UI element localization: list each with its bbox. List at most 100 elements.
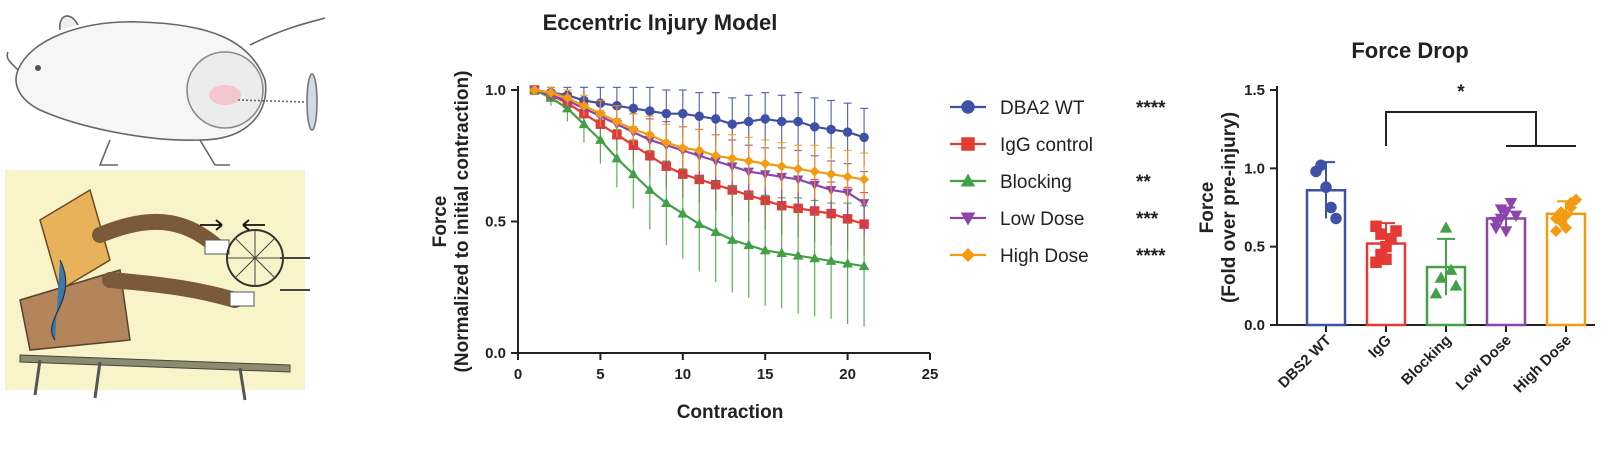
bar-chart-panel: Force Drop Force (Fold over pre-injury) 0… — [1185, 0, 1616, 450]
individual-point — [1390, 225, 1402, 237]
bar-chart: Force Drop Force (Fold over pre-injury) 0… — [1197, 38, 1595, 396]
bar-chart-marks — [1305, 159, 1587, 327]
data-point — [529, 84, 540, 96]
individual-point — [1509, 210, 1523, 222]
data-point — [826, 169, 837, 180]
data-point — [776, 247, 787, 258]
data-point — [677, 142, 688, 153]
legend-label: Low Dose — [1000, 209, 1085, 230]
bar-chart-category-label: IgG — [1365, 332, 1395, 362]
data-point — [842, 127, 853, 137]
data-point — [793, 116, 803, 127]
data-point — [628, 124, 639, 135]
data-point — [776, 116, 787, 127]
individual-point — [1449, 279, 1463, 291]
data-point — [792, 250, 804, 260]
line-chart-title: Eccentric Injury Model — [543, 10, 778, 35]
data-point — [809, 252, 820, 263]
line-chart-x-tick-label: 5 — [596, 366, 604, 383]
bar-group — [1305, 159, 1347, 327]
individual-point — [1559, 221, 1573, 234]
data-point — [859, 174, 870, 185]
bar-chart-y-tick-label: 0.5 — [1244, 239, 1265, 256]
data-point — [826, 124, 836, 135]
data-point — [825, 255, 837, 265]
data-point — [727, 119, 737, 129]
legend-label: Blocking — [1000, 172, 1072, 193]
individual-point — [1499, 226, 1513, 238]
individual-point — [1444, 263, 1458, 275]
bar-chart-title: Force Drop — [1351, 38, 1468, 63]
individual-point — [1504, 198, 1518, 210]
data-point — [743, 116, 754, 127]
bar-group — [1425, 221, 1467, 327]
legend-swatch-marker — [960, 173, 976, 187]
individual-point — [1489, 216, 1503, 229]
line-chart-axes: 0 5 10 15 20 25 0.0 0.5 1.0 — [485, 82, 938, 383]
data-point — [842, 258, 853, 268]
individual-point — [1315, 159, 1327, 171]
bar-chart-ylabel: Force (Fold over pre-injury) — [1197, 112, 1240, 303]
data-point — [545, 87, 557, 98]
legend-item: Blocking ** — [950, 172, 1151, 193]
line-series — [529, 84, 870, 327]
bar-chart-category-label: DBS2 WT — [1275, 332, 1335, 392]
bar-chart-ylabel-line: Force — [1197, 182, 1218, 234]
data-point — [710, 226, 722, 236]
bar-chart-y-tick-label: 0.0 — [1244, 317, 1265, 334]
data-point — [842, 171, 853, 182]
data-point — [694, 218, 705, 229]
individual-point — [1434, 271, 1448, 283]
line-chart-x-tick-label: 0 — [514, 366, 522, 383]
data-point — [661, 108, 672, 119]
line-chart: Eccentric Injury Model Force (Normalized … — [430, 10, 1166, 423]
data-point — [661, 197, 672, 208]
legend-label: High Dose — [1000, 246, 1089, 267]
line-chart-x-tick-label: 20 — [839, 366, 856, 383]
legend-significance: ** — [1136, 172, 1151, 193]
illustration-panel — [0, 0, 330, 450]
bar-chart-category-label: High Dose — [1510, 332, 1574, 396]
line-chart-x-tick-label: 15 — [757, 366, 774, 383]
data-point — [793, 163, 804, 174]
legend-label: IgG control — [1000, 135, 1093, 156]
line-series — [529, 84, 870, 206]
data-point — [760, 114, 770, 124]
data-point — [760, 158, 771, 169]
exercise-illustration — [5, 170, 310, 401]
mouse-drawing — [6, 15, 326, 166]
bar-group — [1545, 193, 1587, 327]
data-point — [678, 108, 688, 119]
data-point — [711, 114, 721, 124]
individual-point — [1375, 228, 1387, 240]
legend-significance: *** — [1136, 209, 1159, 230]
data-point — [710, 150, 721, 161]
legend-significance: **** — [1136, 98, 1166, 119]
line-chart-marks — [529, 84, 870, 327]
data-point — [726, 234, 738, 244]
line-chart-y-tick-label: 1.0 — [485, 82, 506, 99]
data-point — [644, 184, 656, 194]
data-point — [859, 132, 869, 143]
line-chart-panel: Eccentric Injury Model Force (Normalized … — [410, 0, 1210, 450]
bar-group — [1365, 220, 1407, 327]
data-point — [595, 108, 606, 119]
data-point — [776, 161, 787, 172]
data-point — [628, 168, 639, 179]
data-point — [562, 92, 573, 103]
data-point — [759, 244, 771, 255]
data-point — [694, 111, 705, 122]
line-chart-xlabel: Contraction — [677, 402, 784, 423]
legend-significance: **** — [1136, 246, 1166, 267]
data-point — [743, 155, 754, 167]
data-point — [578, 118, 590, 129]
significance-label: * — [1457, 82, 1465, 103]
individual-point — [1494, 204, 1508, 216]
data-point — [727, 153, 738, 164]
data-point — [611, 116, 622, 127]
individual-point — [1330, 212, 1342, 225]
data-point — [661, 137, 672, 148]
bar-chart-y-tick-label: 1.5 — [1244, 82, 1265, 99]
bar-chart-significance: * — [1385, 82, 1576, 147]
line-chart-legend: DBA2 WT **** IgG control Blocking ** Low Dose… — [950, 98, 1166, 267]
